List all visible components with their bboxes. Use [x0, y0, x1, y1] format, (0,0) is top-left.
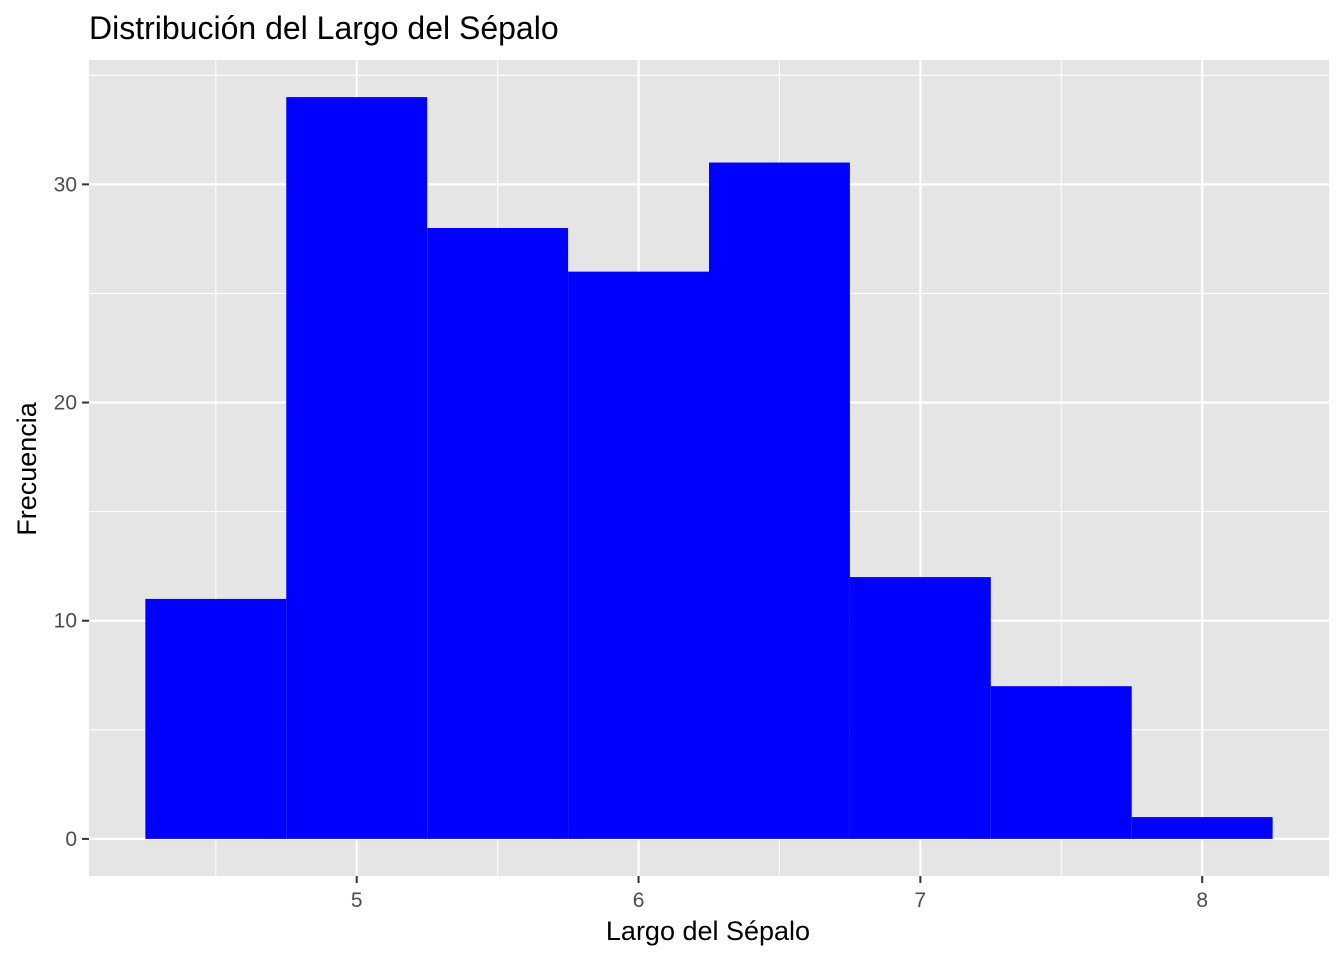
axis-ticks: 5 6 7 8 0 10 20 30: [54, 173, 1208, 912]
y-axis-title: Frecuencia: [12, 401, 42, 536]
y-tick-label: 20: [54, 392, 77, 415]
histogram-bar: [709, 162, 850, 839]
x-tick-label: 8: [1196, 889, 1208, 912]
histogram-bar: [1131, 817, 1273, 839]
x-axis-title: Largo del Sépalo: [606, 916, 810, 946]
histogram-bar: [990, 686, 1132, 839]
histogram-bar: [145, 598, 287, 839]
x-tick-label: 6: [633, 889, 645, 912]
histogram-bar: [568, 271, 709, 839]
y-tick-label: 30: [54, 173, 77, 196]
x-tick-label: 7: [915, 889, 927, 912]
histogram-bar: [849, 577, 991, 839]
histogram-bars: [145, 97, 1273, 839]
chart-title: Distribución del Largo del Sépalo: [89, 10, 559, 46]
histogram-bar: [427, 228, 569, 839]
histogram-bar: [286, 97, 428, 839]
y-tick-label: 0: [65, 828, 77, 851]
x-tick-label: 5: [351, 889, 363, 912]
y-tick-label: 10: [54, 610, 77, 633]
